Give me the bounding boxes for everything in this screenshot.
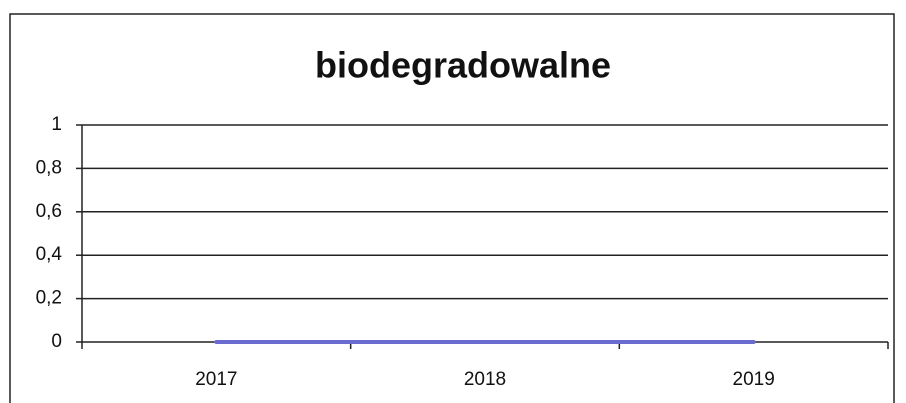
x-tick-label: 2018 bbox=[464, 369, 506, 390]
chart-border bbox=[9, 13, 895, 403]
y-tick-label: 0 bbox=[51, 331, 62, 352]
x-tick-label: 2017 bbox=[195, 369, 237, 390]
x-tick-label: 2019 bbox=[733, 369, 775, 390]
y-tick-label: 0,4 bbox=[36, 244, 63, 265]
y-tick-label: 0,2 bbox=[36, 288, 62, 309]
y-tick-label: 0,6 bbox=[36, 201, 62, 222]
y-tick-label: 1 bbox=[51, 114, 62, 135]
y-tick-label: 0,8 bbox=[36, 157, 62, 178]
chart-title: biodegradowalne bbox=[315, 45, 611, 86]
